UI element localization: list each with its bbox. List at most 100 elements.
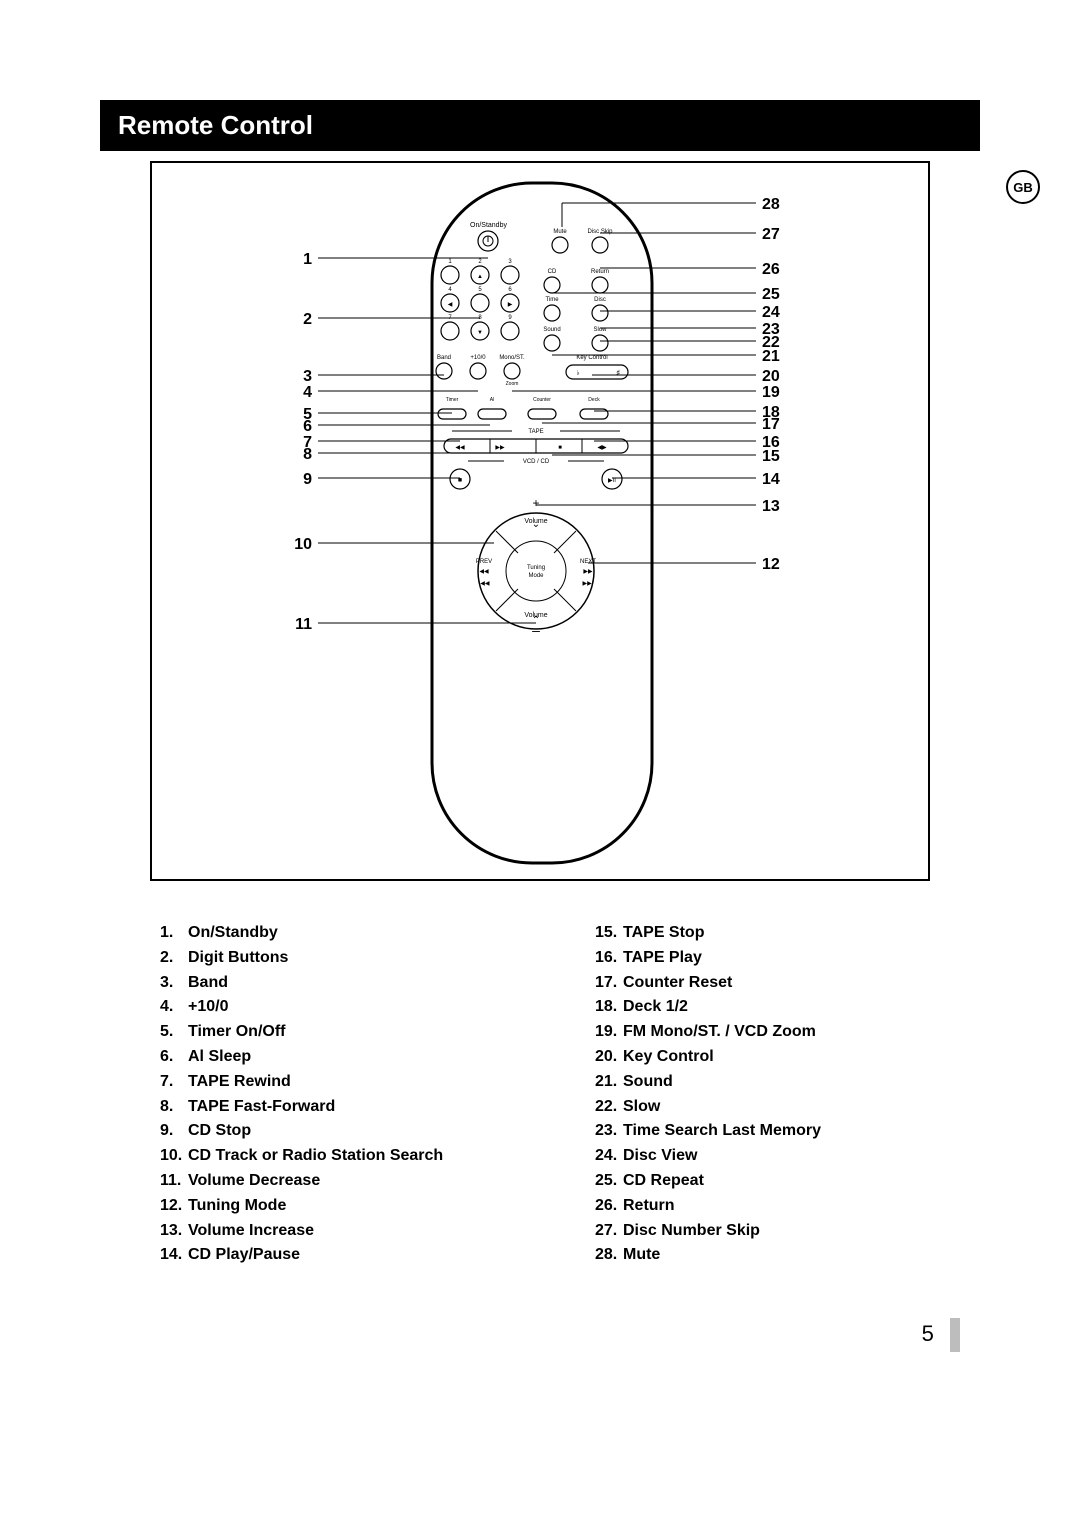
svg-text:9: 9 — [303, 471, 312, 488]
svg-text:VCD / CD: VCD / CD — [523, 459, 550, 465]
svg-text:12: 12 — [762, 556, 780, 573]
svg-text:26: 26 — [762, 261, 780, 278]
svg-text:28: 28 — [762, 196, 780, 213]
svg-text:▶▶I: ▶▶I — [583, 581, 594, 587]
remote-diagram-frame: On/StandbyMuteDisc Skip12▲34◀56▶78▼9CDRe… — [150, 161, 930, 881]
svg-text:NEXT: NEXT — [580, 559, 596, 565]
legend-item: 18.Deck 1/2 — [595, 995, 950, 1020]
svg-text:17: 17 — [762, 416, 780, 433]
remote-diagram: On/StandbyMuteDisc Skip12▲34◀56▶78▼9CDRe… — [152, 163, 932, 883]
svg-text:14: 14 — [762, 471, 780, 488]
manual-page: Remote Control GB On/Standby Mute Disc Ski… — [0, 0, 1080, 1412]
svg-text:▶▶: ▶▶ — [495, 445, 505, 451]
svg-text:▶II: ▶II — [608, 478, 616, 484]
svg-text:9: 9 — [508, 315, 512, 321]
svg-text:+: + — [532, 496, 539, 510]
svg-text:4: 4 — [448, 287, 452, 293]
svg-text:+10/0: +10/0 — [470, 355, 486, 361]
legend-item: 9.CD Stop — [160, 1119, 515, 1144]
svg-text:2: 2 — [478, 259, 482, 265]
svg-text:25: 25 — [762, 286, 780, 303]
svg-text:◀▶: ◀▶ — [597, 445, 607, 451]
svg-text:Key Control: Key Control — [576, 355, 607, 361]
legend-item: 11.Volume Decrease — [160, 1169, 515, 1194]
legend-item: 25.CD Repeat — [595, 1169, 950, 1194]
svg-text:4: 4 — [303, 384, 312, 401]
svg-text:Mute: Mute — [553, 229, 567, 235]
legend-item: 13.Volume Increase — [160, 1219, 515, 1244]
svg-text:3: 3 — [508, 259, 512, 265]
svg-text:PREV: PREV — [476, 559, 492, 565]
svg-text:▶▶: ▶▶ — [583, 569, 593, 575]
legend-item: 22.Slow — [595, 1095, 950, 1120]
legend: 1.On/Standby2.Digit Buttons3.Band4.+10/0… — [100, 921, 980, 1268]
page-number: 5 — [100, 1318, 980, 1352]
legend-item: 8.TAPE Fast-Forward — [160, 1095, 515, 1120]
legend-item: 15.TAPE Stop — [595, 921, 950, 946]
svg-text:Mono/ST.: Mono/ST. — [499, 355, 525, 361]
section-title: Remote Control — [118, 110, 313, 140]
legend-item: 7.TAPE Rewind — [160, 1070, 515, 1095]
svg-text:5: 5 — [478, 287, 482, 293]
legend-item: 1.On/Standby — [160, 921, 515, 946]
legend-item: 21.Sound — [595, 1070, 950, 1095]
svg-text:■: ■ — [558, 445, 562, 451]
svg-text:Band: Band — [437, 355, 451, 361]
svg-text:10: 10 — [294, 536, 312, 553]
svg-text:On/Standby: On/Standby — [470, 222, 507, 229]
svg-text:Timer: Timer — [446, 397, 459, 403]
svg-text:CD: CD — [548, 269, 557, 275]
legend-item: 16.TAPE Play — [595, 946, 950, 971]
svg-text:24: 24 — [762, 304, 780, 321]
svg-text:▲: ▲ — [477, 274, 483, 280]
svg-text:1: 1 — [303, 251, 312, 268]
svg-text:13: 13 — [762, 498, 780, 515]
section-header: Remote Control — [100, 100, 980, 151]
svg-text:2: 2 — [303, 311, 312, 328]
svg-text:19: 19 — [762, 384, 780, 401]
svg-text:6: 6 — [303, 418, 312, 435]
legend-item: 26.Return — [595, 1194, 950, 1219]
legend-col-left: 1.On/Standby2.Digit Buttons3.Band4.+10/0… — [160, 921, 515, 1268]
svg-text:20: 20 — [762, 368, 780, 385]
legend-item: 17.Counter Reset — [595, 971, 950, 996]
legend-item: 27.Disc Number Skip — [595, 1219, 950, 1244]
svg-text:Disc: Disc — [594, 297, 606, 303]
legend-item: 20.Key Control — [595, 1045, 950, 1070]
legend-item: 2.Digit Buttons — [160, 946, 515, 971]
svg-text:Mode: Mode — [528, 573, 544, 579]
svg-text:21: 21 — [762, 348, 780, 365]
svg-text:27: 27 — [762, 226, 780, 243]
language-badge: GB — [1006, 170, 1040, 204]
legend-item: 19.FM Mono/ST. / VCD Zoom — [595, 1020, 950, 1045]
svg-text:Sound: Sound — [543, 327, 560, 333]
svg-text:♯: ♯ — [616, 370, 620, 377]
svg-text:Deck: Deck — [588, 397, 600, 403]
legend-item: 4.+10/0 — [160, 995, 515, 1020]
svg-text:6: 6 — [508, 287, 512, 293]
svg-text:15: 15 — [762, 448, 780, 465]
legend-col-right: 15.TAPE Stop16.TAPE Play17.Counter Reset… — [595, 921, 950, 1268]
svg-text:Tuning: Tuning — [527, 565, 545, 571]
legend-item: 24.Disc View — [595, 1144, 950, 1169]
legend-item: 3.Band — [160, 971, 515, 996]
svg-text:3: 3 — [303, 368, 312, 385]
svg-text:▶: ▶ — [508, 302, 513, 308]
svg-text:TAPE: TAPE — [528, 429, 543, 435]
svg-text:⌄: ⌄ — [532, 519, 540, 530]
svg-text:♭: ♭ — [576, 369, 579, 377]
svg-text:1: 1 — [448, 259, 452, 265]
svg-text:Counter: Counter — [533, 397, 551, 403]
svg-text:8: 8 — [303, 446, 312, 463]
legend-item: 14.CD Play/Pause — [160, 1243, 515, 1268]
page-number-value: 5 — [922, 1321, 934, 1346]
svg-text:–: – — [532, 622, 540, 638]
svg-text:I◀◀: I◀◀ — [479, 581, 490, 587]
svg-text:Time: Time — [545, 297, 559, 303]
svg-text:◀◀: ◀◀ — [455, 445, 465, 451]
svg-text:Return: Return — [591, 269, 609, 275]
svg-text:Volume: Volume — [524, 612, 547, 619]
svg-text:Disc Skip: Disc Skip — [587, 229, 613, 235]
legend-item: 12.Tuning Mode — [160, 1194, 515, 1219]
svg-text:11: 11 — [295, 616, 312, 633]
